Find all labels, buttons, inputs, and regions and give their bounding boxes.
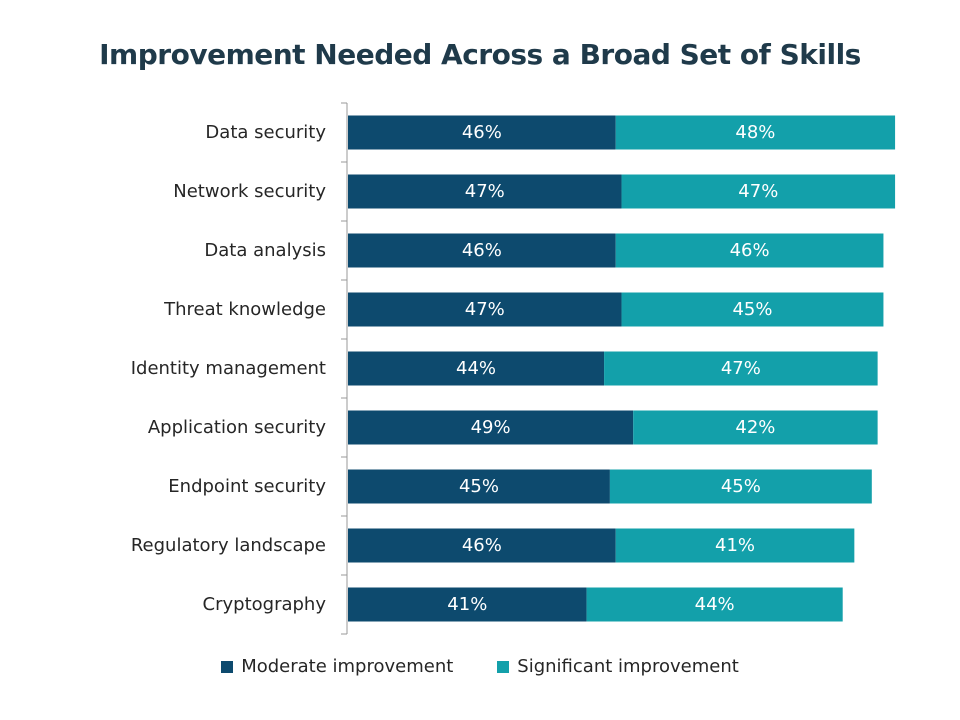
legend-label-significant: Significant improvement	[517, 656, 739, 677]
legend-item-significant: Significant improvement	[497, 656, 739, 677]
data-label: 47%	[721, 358, 761, 379]
data-label: 44%	[456, 358, 496, 379]
data-label: 47%	[465, 299, 505, 320]
legend-swatch-significant	[497, 660, 510, 673]
data-label: 42%	[735, 417, 775, 438]
data-label: 46%	[462, 240, 502, 261]
data-label: 46%	[462, 122, 502, 143]
bar-significant	[586, 587, 843, 622]
bar-significant	[609, 469, 872, 504]
bar-significant	[615, 528, 855, 563]
category-label: Identity management	[131, 358, 326, 379]
category-labels: Data security Network security Data analys…	[131, 122, 327, 615]
category-label: Threat knowledge	[163, 299, 326, 320]
bar-moderate	[348, 528, 616, 563]
data-label: 46%	[730, 240, 770, 261]
data-label: 47%	[465, 181, 505, 202]
bar-significant	[621, 174, 896, 209]
category-label: Regulatory landscape	[131, 535, 326, 556]
bar-significant	[615, 115, 896, 150]
bar-moderate	[348, 115, 616, 150]
bar-moderate	[348, 174, 622, 209]
category-label: Data security	[205, 122, 326, 143]
category-label: Application security	[148, 417, 327, 438]
bar-significant	[621, 292, 884, 327]
data-label: 41%	[715, 535, 755, 556]
legend-swatch-moderate	[221, 660, 234, 673]
bar-moderate	[348, 410, 634, 445]
bars-group	[348, 115, 896, 622]
bar-moderate	[348, 469, 610, 504]
bar-significant	[604, 351, 878, 386]
y-axis-ticks	[341, 102, 347, 635]
bar-moderate	[348, 587, 587, 622]
category-label: Network security	[173, 181, 326, 202]
bar-significant	[633, 410, 878, 445]
bar-moderate	[348, 351, 605, 386]
category-label: Data analysis	[204, 240, 326, 261]
value-labels: 46% 48% 47% 47% 46% 46% 47% 45% 44% 47% 49% 42% 45% 4…	[447, 122, 778, 615]
data-label: 45%	[459, 476, 499, 497]
data-label: 45%	[721, 476, 761, 497]
bar-moderate	[348, 292, 622, 327]
data-label: 47%	[738, 181, 778, 202]
chart-title: Improvement Needed Across a Broad Set of…	[99, 38, 861, 71]
legend-label-moderate: Moderate improvement	[241, 656, 454, 677]
legend-item-moderate: Moderate improvement	[221, 656, 453, 677]
data-label: 48%	[735, 122, 775, 143]
data-label: 46%	[462, 535, 502, 556]
bar-significant	[615, 233, 884, 268]
data-label: 41%	[447, 594, 487, 615]
legend: Moderate improvement Significant improve…	[0, 656, 960, 677]
data-label: 44%	[695, 594, 735, 615]
data-label: 45%	[732, 299, 772, 320]
category-label: Cryptography	[203, 594, 327, 615]
data-label: 49%	[471, 417, 511, 438]
bar-moderate	[348, 233, 616, 268]
category-label: Endpoint security	[168, 476, 326, 497]
